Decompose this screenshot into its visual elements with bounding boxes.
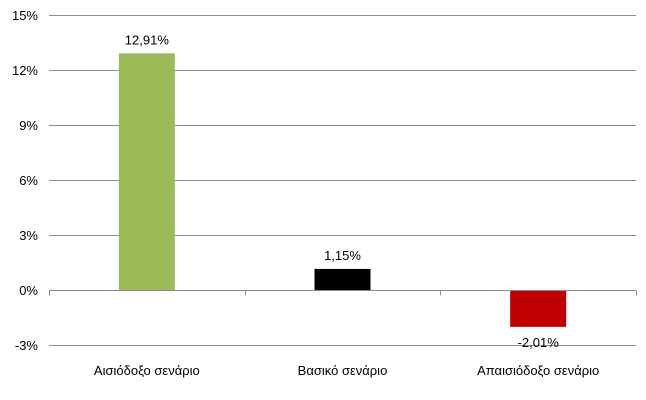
y-tick-label-6: 15%: [12, 8, 38, 23]
y-tick-label-0: -3%: [15, 338, 39, 353]
y-tick-label-4: 9%: [19, 118, 38, 133]
bar-1: [314, 268, 371, 290]
y-tick-label-5: 12%: [12, 63, 38, 78]
x-tick-label-1: Βασικό σενάριο: [298, 363, 388, 378]
y-axis-labels: -3% 0% 3% 6% 9% 12% 15%: [12, 8, 38, 353]
x-axis-labels: Αισιόδοξο σενάριο Βασικό σενάριο Απαισιόδο…: [94, 363, 599, 378]
y-tick-label-1: 0%: [19, 283, 38, 298]
x-axis: [49, 290, 637, 296]
x-tick-label-2: Απαισιόδοξο σενάριο: [477, 363, 599, 378]
data-label-2: -2,01%: [518, 335, 560, 350]
data-label-1: 1,15%: [324, 248, 361, 263]
data-label-0: 12,91%: [125, 32, 170, 47]
data-labels: 12,91% 1,15% -2,01%: [125, 32, 559, 350]
bar-2: [510, 290, 567, 327]
x-tick-label-0: Αισιόδοξο σενάριο: [94, 363, 200, 378]
y-tick-label-3: 6%: [19, 173, 38, 188]
bars: [118, 53, 567, 327]
bar-0: [118, 53, 175, 290]
y-tick-label-2: 3%: [19, 228, 38, 243]
